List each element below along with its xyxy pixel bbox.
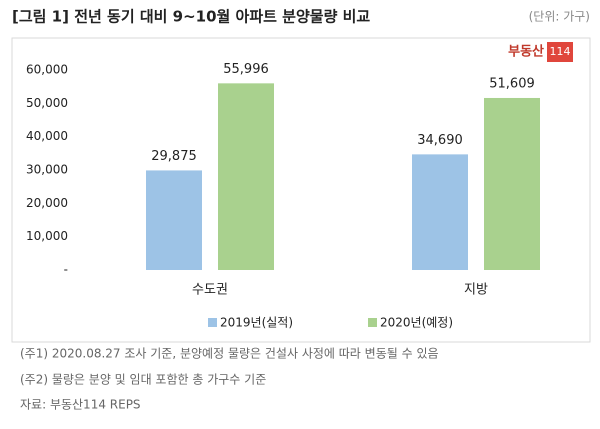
footnote: (주1) 2020.08.27 조사 기준, 분양예정 물량은 건설사 사정에 …	[20, 347, 439, 361]
y-tick-label: 50,000	[26, 96, 68, 110]
bar	[146, 170, 202, 270]
bar	[218, 83, 274, 270]
y-tick-label: 60,000	[26, 63, 68, 77]
y-tick-label: 10,000	[26, 229, 68, 243]
legend-swatch	[208, 318, 217, 327]
bar	[484, 97, 540, 270]
legend-label: 2020년(예정)	[380, 316, 453, 330]
x-tick-label: 수도권	[192, 283, 228, 298]
footnote: (주2) 물량은 분양 및 임대 포함한 총 가구수 기준	[20, 373, 266, 387]
logo-text: 부동산	[508, 44, 544, 60]
unit-label: (단위: 가구)	[529, 10, 590, 24]
footnote: 자료: 부동산114 REPS	[20, 398, 141, 412]
logo-box	[547, 42, 573, 62]
value-label: 51,609	[489, 76, 535, 91]
y-tick-label: 30,000	[26, 163, 68, 177]
y-tick-label: 40,000	[26, 129, 68, 143]
x-tick-label: 지방	[464, 283, 488, 298]
bar	[412, 154, 468, 270]
y-tick-label: 20,000	[26, 196, 68, 210]
value-label: 55,996	[223, 62, 269, 77]
chart-title: [그림 1] 전년 동기 대비 9~10월 아파트 분양물량 비교	[12, 8, 370, 26]
legend-swatch	[368, 318, 377, 327]
value-label: 29,875	[151, 149, 197, 164]
value-label: 34,690	[417, 133, 463, 148]
y-tick-label: -	[64, 263, 68, 277]
chart-frame	[11, 37, 591, 343]
legend-label: 2019년(실적)	[220, 316, 293, 330]
logo-number: 114	[550, 45, 571, 58]
